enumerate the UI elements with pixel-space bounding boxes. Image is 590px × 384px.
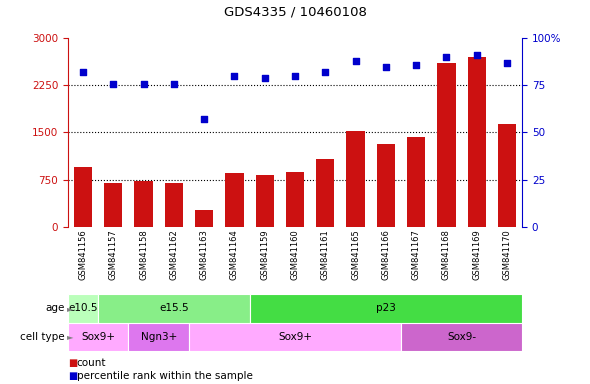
Bar xyxy=(401,323,522,351)
Point xyxy=(381,64,391,70)
Bar xyxy=(316,159,335,227)
Bar xyxy=(135,181,153,227)
Point xyxy=(169,81,179,87)
Bar xyxy=(98,294,250,323)
Point xyxy=(411,62,421,68)
Point xyxy=(320,69,330,75)
Text: ►: ► xyxy=(67,333,74,341)
Point xyxy=(260,75,270,81)
Bar xyxy=(195,210,213,227)
Bar xyxy=(437,63,455,227)
Bar xyxy=(68,323,129,351)
Bar xyxy=(104,183,122,227)
Text: Sox9+: Sox9+ xyxy=(81,332,115,342)
Text: p23: p23 xyxy=(376,303,396,313)
Point xyxy=(78,69,88,75)
Bar xyxy=(189,323,401,351)
Bar xyxy=(74,167,92,227)
Text: Ngn3+: Ngn3+ xyxy=(140,332,177,342)
Point xyxy=(139,81,148,87)
Text: e10.5: e10.5 xyxy=(68,303,98,313)
Bar xyxy=(498,124,516,227)
Bar xyxy=(250,294,522,323)
Bar xyxy=(255,174,274,227)
Text: ■: ■ xyxy=(68,358,77,368)
Text: GDS4335 / 10460108: GDS4335 / 10460108 xyxy=(224,6,366,19)
Point xyxy=(442,54,451,60)
Text: ■: ■ xyxy=(68,371,77,381)
Text: e15.5: e15.5 xyxy=(159,303,189,313)
Text: count: count xyxy=(77,358,106,368)
Point xyxy=(502,60,512,66)
Text: age: age xyxy=(45,303,65,313)
Point xyxy=(109,81,118,87)
Text: cell type: cell type xyxy=(20,332,65,342)
Bar xyxy=(346,131,365,227)
Text: Sox9+: Sox9+ xyxy=(278,332,312,342)
Point xyxy=(290,73,300,79)
Bar xyxy=(468,57,486,227)
Bar xyxy=(286,172,304,227)
Text: Sox9-: Sox9- xyxy=(447,332,476,342)
Point xyxy=(199,116,209,122)
Bar xyxy=(377,144,395,227)
Point xyxy=(472,52,481,58)
Bar xyxy=(129,323,189,351)
Text: percentile rank within the sample: percentile rank within the sample xyxy=(77,371,253,381)
Bar xyxy=(225,173,244,227)
Text: ►: ► xyxy=(67,304,74,313)
Bar xyxy=(165,183,183,227)
Point xyxy=(351,58,360,64)
Point xyxy=(230,73,239,79)
Bar xyxy=(407,137,425,227)
Bar xyxy=(68,294,98,323)
